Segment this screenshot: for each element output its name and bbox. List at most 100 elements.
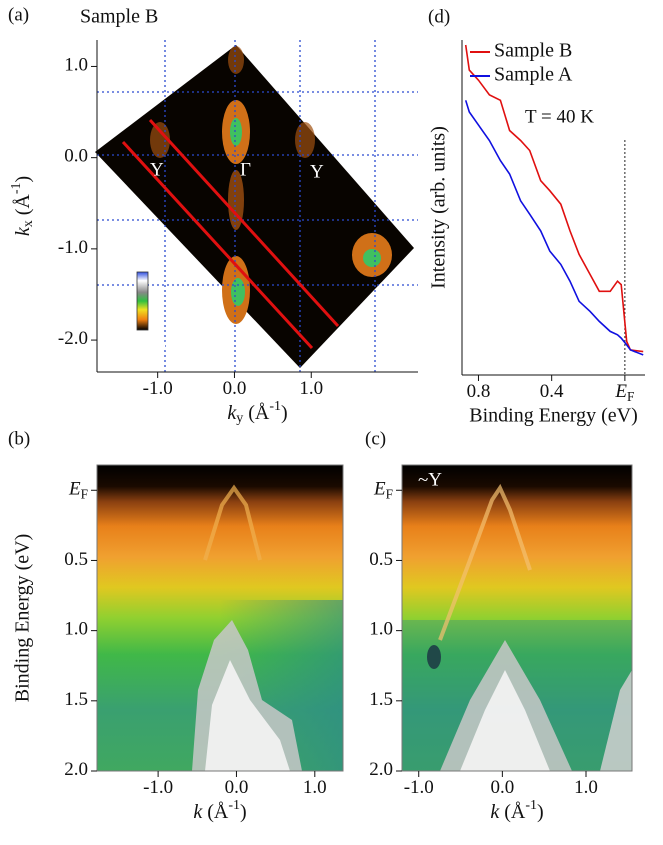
line-series <box>464 44 644 353</box>
tick-label-text: 0.8 <box>467 381 491 402</box>
x-tick-label: 0.8 <box>467 381 491 402</box>
annotation: Γ <box>240 159 251 180</box>
x-tick-label: 0.0 <box>223 378 247 399</box>
axis-label-part: -1 <box>228 798 240 813</box>
tick-label-text: -1.0 <box>143 378 173 399</box>
x-tick-label: 0.4 <box>540 381 564 402</box>
axis-label-part: k <box>193 801 203 823</box>
x-axis-title: ky (Å-1) <box>227 399 287 426</box>
annotation: T = 40 K <box>525 106 594 127</box>
y-tick-label: 0.0 <box>64 146 88 167</box>
tick-label-text: 1.0 <box>64 619 88 640</box>
x-tick-label: -1.0 <box>143 777 173 798</box>
fermi-map <box>95 40 418 372</box>
y-tick-label: 1.5 <box>64 689 88 710</box>
x-tick-label: -1.0 <box>404 777 434 798</box>
line-series <box>464 100 644 356</box>
colorbar-label: Low <box>151 334 186 355</box>
y-axis-title: Intensity (arb. units) <box>428 126 450 289</box>
tick-label-text: E <box>614 381 627 402</box>
tick-label-text: E <box>68 479 81 500</box>
tick-label-text: -1.0 <box>58 237 88 258</box>
tick-label-text: -1.0 <box>404 777 434 798</box>
axis-label-part: (Å <box>499 801 526 823</box>
y-axis-title: Binding Energy (eV) <box>12 534 34 703</box>
tick-label-sub: F <box>627 389 634 404</box>
axis-label-part: -1 <box>269 399 281 414</box>
annotation: Y <box>310 161 324 182</box>
tick-label-sub: F <box>81 486 88 501</box>
arpes-image-c <box>402 465 632 771</box>
panel-label: (d) <box>428 6 450 27</box>
y-tick-label: 1.5 <box>369 689 393 710</box>
tick-label-text: -1.0 <box>143 777 173 798</box>
panel-label: (c) <box>365 428 386 449</box>
axis-label-part: ) <box>537 801 544 823</box>
y-tick-label: 1.0 <box>64 619 88 640</box>
legend-label: Sample B <box>494 40 572 62</box>
axis-label-part: x <box>21 220 36 227</box>
x-axis-title: k (Å-1) <box>193 798 246 822</box>
y-tick-label: -1.0 <box>58 237 88 258</box>
axis-label-part: ) <box>281 402 288 424</box>
tick-label-sub: F <box>386 486 393 501</box>
chart-title: Sample B <box>80 6 158 28</box>
axis-label-part: k <box>227 402 237 424</box>
tick-label-text: 2.0 <box>64 759 88 780</box>
y-tick-label: 1.0 <box>64 55 88 76</box>
x-axis-title: Binding Energy (eV) <box>469 405 638 427</box>
axis-label-part: (Å <box>202 801 229 823</box>
colorbar-label: High <box>151 241 190 262</box>
axis-label-part: y <box>236 411 243 426</box>
panel-label: (b) <box>8 428 30 449</box>
tick-label-text: 0.4 <box>540 381 564 402</box>
annotation: Y <box>150 159 164 180</box>
y-axis-title: kx (Å-1) <box>9 176 36 236</box>
x-tick-label: 0.0 <box>225 777 249 798</box>
x-axis-title: k (Å-1) <box>490 798 543 822</box>
tick-label-text: 1.0 <box>574 777 598 798</box>
annotation: B <box>134 92 147 113</box>
annotation: ~Y <box>418 469 442 490</box>
panel-label: (a) <box>8 4 29 25</box>
y-tick-label: -2.0 <box>58 328 88 349</box>
tick-label-text: E <box>373 479 386 500</box>
axis-label-part: ) <box>12 176 34 183</box>
plot-frame <box>401 464 633 772</box>
x-tick-label: -1.0 <box>143 378 173 399</box>
y-tick-label: 1.0 <box>369 619 393 640</box>
axis-label-part: ) <box>240 801 247 823</box>
y-tick-label: 0.5 <box>369 549 393 570</box>
arpes-image-b <box>97 465 343 771</box>
axis-label-part: k <box>12 226 34 236</box>
tick-label-text: 1.0 <box>369 619 393 640</box>
y-tick-label: EF <box>373 479 393 502</box>
tick-label-text: -2.0 <box>58 328 88 349</box>
x-tick-label: 0.0 <box>490 777 514 798</box>
x-tick-label: 1.0 <box>574 777 598 798</box>
plot-frame <box>96 464 344 772</box>
tick-label-text: 0.0 <box>225 777 249 798</box>
annotation: Cut <box>104 62 132 83</box>
tick-label-text: 0.0 <box>64 146 88 167</box>
y-tick-label: 0.5 <box>64 549 88 570</box>
axis-label-part: -1 <box>9 183 24 195</box>
tick-label-text: 0.0 <box>223 378 247 399</box>
x-tick-label: 1.0 <box>303 777 327 798</box>
y-tick-label: 2.0 <box>64 759 88 780</box>
axis-label-part: k <box>490 801 500 823</box>
axis-label-part: (Å <box>12 194 34 221</box>
legend-label: Sample A <box>494 64 573 86</box>
tick-label-text: 1.0 <box>299 378 323 399</box>
y-tick-label: EF <box>68 479 88 502</box>
tick-label-text: 0.0 <box>490 777 514 798</box>
axis-label-part: -1 <box>525 798 537 813</box>
tick-label-text: 2.0 <box>369 759 393 780</box>
x-tick-label: EF <box>614 381 634 404</box>
y-tick-label: 2.0 <box>369 759 393 780</box>
x-tick-label: 1.0 <box>299 378 323 399</box>
tick-label-text: 1.0 <box>64 55 88 76</box>
axis-label-part: (Å <box>243 402 270 424</box>
